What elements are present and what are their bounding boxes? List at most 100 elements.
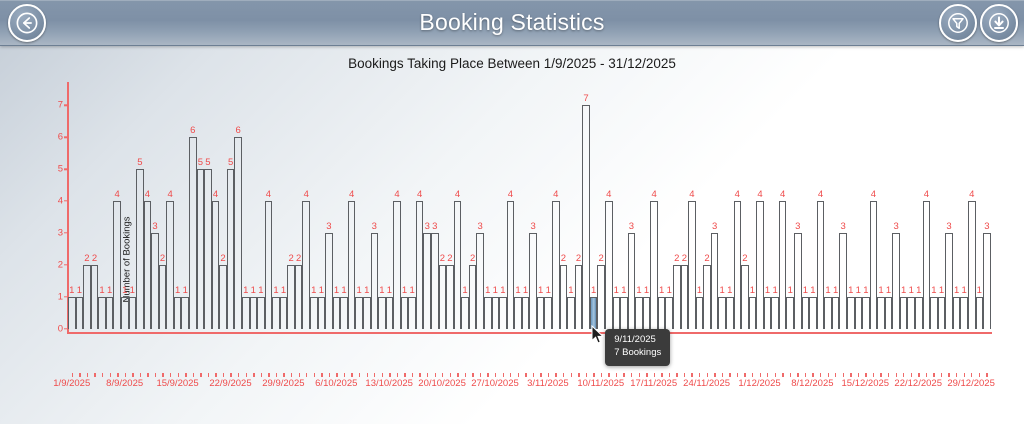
- bar-slot[interactable]: 1: [310, 86, 318, 329]
- bar-slot[interactable]: 1: [317, 86, 326, 329]
- bar-slot[interactable]: 1: [907, 86, 915, 329]
- bar-slot[interactable]: 1: [514, 86, 522, 329]
- bar-slot[interactable]: 1: [824, 86, 832, 329]
- bar-slot[interactable]: 1: [279, 86, 288, 329]
- bar[interactable]: 1: [665, 286, 673, 329]
- bar-slot[interactable]: 1: [362, 86, 371, 329]
- bar-slot[interactable]: 4: [756, 86, 764, 329]
- bar[interactable]: 1: [536, 286, 545, 329]
- bar-slot[interactable]: 3: [529, 86, 537, 329]
- bar-slot[interactable]: 2: [90, 86, 99, 329]
- bar[interactable]: 1: [521, 286, 530, 329]
- bar-slot[interactable]: 5: [136, 86, 144, 329]
- bar[interactable]: 3: [627, 222, 636, 329]
- bar[interactable]: 1: [915, 286, 923, 329]
- bar-slot[interactable]: 1: [665, 86, 673, 329]
- bar-slot[interactable]: 3: [710, 86, 719, 329]
- bar-slot[interactable]: 1: [899, 86, 908, 329]
- bar-slot[interactable]: 1: [249, 86, 258, 329]
- bar-slot[interactable]: 1: [620, 86, 628, 329]
- bar-slot[interactable]: 3: [476, 86, 484, 329]
- bar-slot[interactable]: 1: [98, 86, 106, 329]
- bar-slot[interactable]: 1: [75, 86, 84, 329]
- bar[interactable]: 5: [196, 158, 205, 329]
- bar-slot[interactable]: 3: [945, 86, 953, 329]
- bar[interactable]: 1: [612, 286, 621, 329]
- bar[interactable]: 1: [937, 286, 946, 329]
- bar[interactable]: 2: [90, 254, 99, 329]
- bar[interactable]: 1: [589, 286, 598, 329]
- bar-slot[interactable]: 6: [189, 86, 197, 329]
- bar[interactable]: 1: [241, 286, 250, 329]
- bar[interactable]: 3: [476, 222, 484, 329]
- bar-slot[interactable]: 1: [862, 86, 870, 329]
- bar-slot[interactable]: 2: [287, 86, 295, 329]
- bar[interactable]: 2: [741, 254, 749, 329]
- bar-slot[interactable]: 1: [355, 86, 363, 329]
- bar-slot[interactable]: 5: [204, 86, 212, 329]
- bar[interactable]: 2: [703, 254, 711, 329]
- bar[interactable]: 1: [279, 286, 288, 329]
- bar-slot[interactable]: 2: [219, 86, 227, 329]
- bar[interactable]: 3: [710, 222, 719, 329]
- bar[interactable]: 1: [809, 286, 817, 329]
- bar-slot[interactable]: 1: [173, 86, 182, 329]
- bar[interactable]: 1: [68, 286, 76, 329]
- bar[interactable]: 1: [763, 286, 772, 329]
- bar[interactable]: 1: [340, 286, 348, 329]
- bar-slot[interactable]: 2: [703, 86, 711, 329]
- bar[interactable]: 1: [332, 286, 341, 329]
- bar[interactable]: 4: [688, 190, 696, 329]
- bar-slot[interactable]: 1: [635, 86, 643, 329]
- bar[interactable]: 1: [620, 286, 628, 329]
- bar[interactable]: 4: [415, 190, 424, 329]
- bar[interactable]: 6: [189, 126, 197, 329]
- bar[interactable]: 1: [801, 286, 810, 329]
- bar-slot[interactable]: 4: [506, 86, 515, 329]
- bar-slot[interactable]: 1: [854, 86, 863, 329]
- bar[interactable]: 3: [892, 222, 900, 329]
- bar-slot[interactable]: 4: [688, 86, 696, 329]
- bar-slot[interactable]: 1: [567, 86, 575, 329]
- filter-button[interactable]: [939, 4, 977, 42]
- bar[interactable]: 2: [673, 254, 681, 329]
- bar[interactable]: 1: [930, 286, 938, 329]
- bar-slot[interactable]: 4: [264, 86, 273, 329]
- bar[interactable]: 1: [877, 286, 885, 329]
- bar-slot[interactable]: 1: [408, 86, 416, 329]
- bar[interactable]: 4: [347, 190, 356, 329]
- bar-slot[interactable]: 1: [241, 86, 250, 329]
- bar-slot[interactable]: 4: [166, 86, 174, 329]
- bar[interactable]: 3: [370, 222, 379, 329]
- bar[interactable]: 4: [302, 190, 310, 329]
- bar-slot[interactable]: 5: [226, 86, 235, 329]
- bar-slot[interactable]: 2: [597, 86, 605, 329]
- bar-slot[interactable]: 1: [120, 86, 129, 329]
- bar-slot[interactable]: 1: [930, 86, 938, 329]
- download-button[interactable]: [980, 4, 1018, 42]
- bar-slot[interactable]: 4: [604, 86, 613, 329]
- bar[interactable]: 4: [264, 190, 273, 329]
- bar-slot[interactable]: 1: [809, 86, 817, 329]
- bar[interactable]: 4: [506, 190, 515, 329]
- bar[interactable]: 1: [173, 286, 182, 329]
- bar-slot[interactable]: 3: [423, 86, 431, 329]
- bar[interactable]: 7: [582, 94, 590, 329]
- bar-slot[interactable]: 2: [294, 86, 303, 329]
- bar[interactable]: 1: [257, 286, 265, 329]
- bar-slot[interactable]: 4: [552, 86, 560, 329]
- bar[interactable]: 3: [983, 222, 991, 329]
- bar-slot[interactable]: 4: [113, 86, 121, 329]
- bar[interactable]: 1: [748, 286, 757, 329]
- bar-slot[interactable]: 1: [181, 86, 189, 329]
- bar-slot[interactable]: 4: [816, 86, 825, 329]
- bar[interactable]: 1: [824, 286, 832, 329]
- bar[interactable]: 2: [219, 254, 227, 329]
- bar[interactable]: 1: [317, 286, 326, 329]
- bar-slot[interactable]: 3: [892, 86, 900, 329]
- bar-slot[interactable]: 3: [151, 86, 159, 329]
- bar[interactable]: 5: [226, 158, 235, 329]
- bar[interactable]: 1: [544, 286, 552, 329]
- bar-slot[interactable]: 1: [748, 86, 757, 329]
- bar-slot[interactable]: 1: [385, 86, 394, 329]
